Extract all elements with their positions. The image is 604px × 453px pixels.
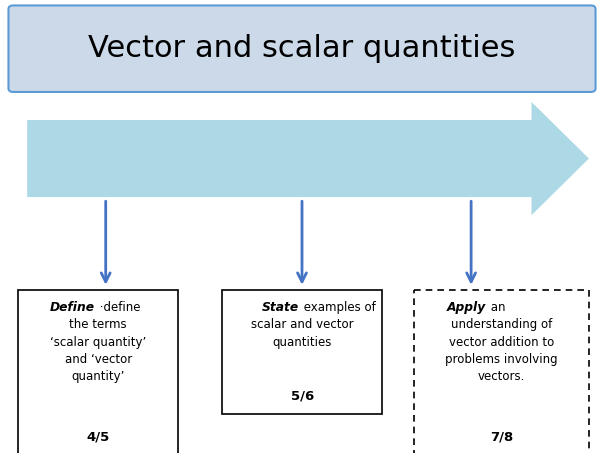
Text: vectors.: vectors.	[478, 370, 525, 383]
Text: 5/6: 5/6	[291, 390, 314, 403]
Text: vector addition to: vector addition to	[449, 336, 554, 349]
Text: the terms: the terms	[69, 318, 127, 332]
Text: 4/5: 4/5	[86, 430, 110, 443]
Text: 7/8: 7/8	[490, 430, 513, 443]
FancyBboxPatch shape	[222, 290, 382, 414]
Text: understanding of: understanding of	[451, 318, 552, 332]
Text: problems involving: problems involving	[445, 353, 557, 366]
FancyBboxPatch shape	[414, 290, 589, 453]
Text: an: an	[487, 301, 506, 314]
FancyBboxPatch shape	[18, 290, 178, 453]
Text: quantities: quantities	[272, 336, 332, 349]
Text: State: State	[262, 301, 300, 314]
Text: scalar and vector: scalar and vector	[251, 318, 353, 332]
Text: Apply: Apply	[447, 301, 486, 314]
Text: ·define: ·define	[97, 301, 141, 314]
Text: examples of: examples of	[300, 301, 376, 314]
FancyBboxPatch shape	[8, 5, 596, 92]
Polygon shape	[27, 102, 589, 215]
Text: and ‘vector: and ‘vector	[65, 353, 132, 366]
Text: Vector and scalar quantities: Vector and scalar quantities	[88, 34, 516, 63]
Text: quantity’: quantity’	[71, 370, 125, 383]
Text: ‘scalar quantity’: ‘scalar quantity’	[50, 336, 146, 349]
Text: Define: Define	[50, 301, 95, 314]
